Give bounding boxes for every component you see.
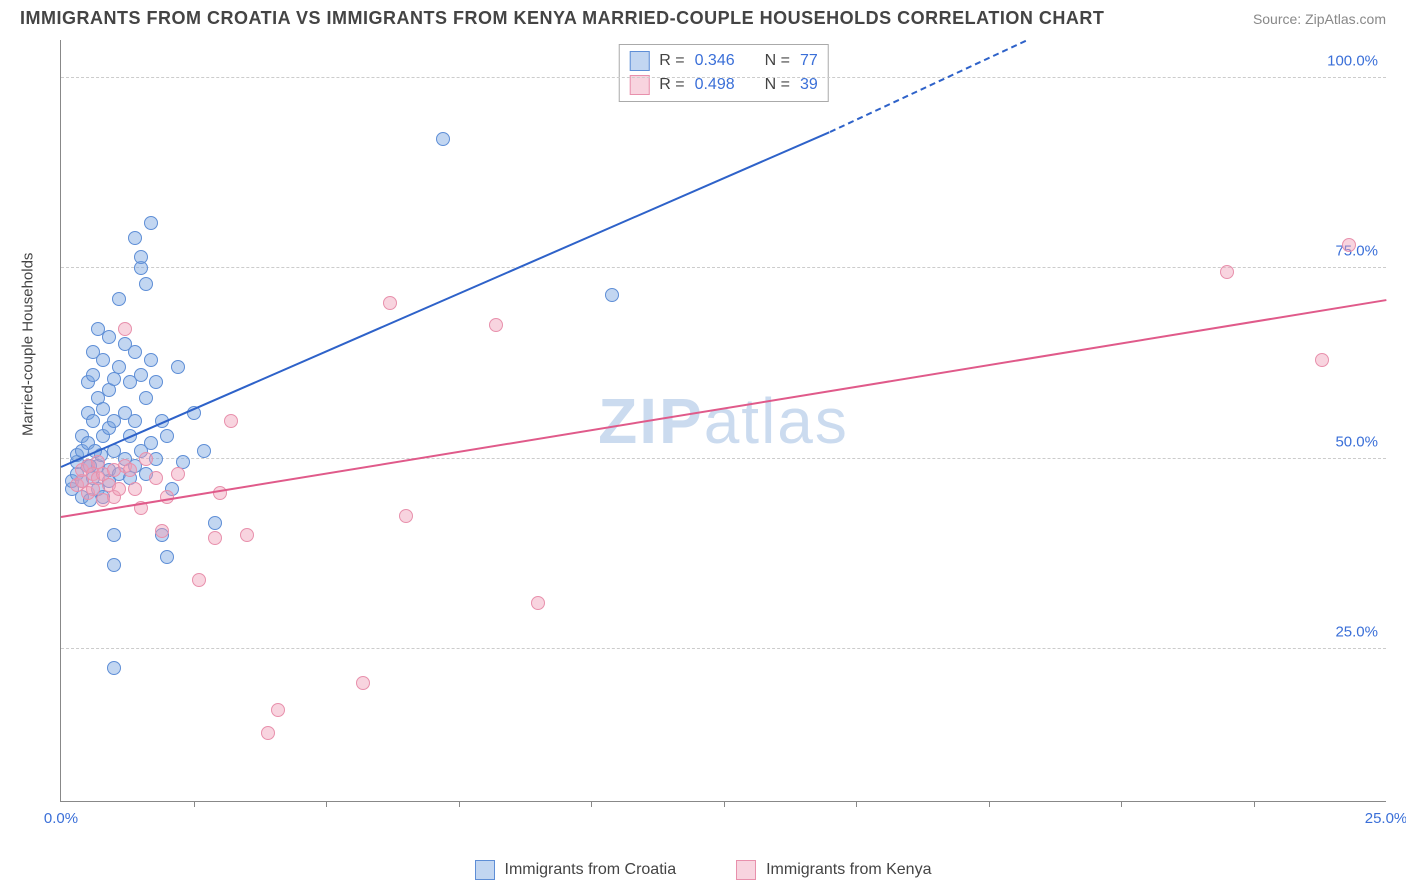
stat-r-value: 0.498 — [695, 76, 735, 94]
x-minor-tick — [989, 801, 990, 807]
x-minor-tick — [1121, 801, 1122, 807]
scatter-point — [128, 482, 142, 496]
scatter-point — [171, 467, 185, 481]
stat-r-label: R = — [659, 76, 684, 94]
scatter-point — [112, 482, 126, 496]
scatter-point — [144, 216, 158, 230]
scatter-point — [118, 322, 132, 336]
x-minor-tick — [1254, 801, 1255, 807]
chart-title: IMMIGRANTS FROM CROATIA VS IMMIGRANTS FR… — [20, 8, 1104, 29]
legend-swatch — [736, 860, 756, 880]
x-minor-tick — [724, 801, 725, 807]
scatter-point — [96, 402, 110, 416]
scatter-point — [123, 463, 137, 477]
legend-item: Immigrants from Croatia — [475, 860, 677, 880]
stats-row: R = 0.346 N = 77 — [629, 49, 818, 73]
legend-label: Immigrants from Kenya — [766, 861, 931, 879]
scatter-point — [134, 368, 148, 382]
scatter-point — [605, 288, 619, 302]
scatter-point — [107, 661, 121, 675]
scatter-point — [128, 414, 142, 428]
scatter-point — [399, 509, 413, 523]
scatter-point — [192, 573, 206, 587]
legend-label: Immigrants from Croatia — [505, 861, 677, 879]
x-tick-label: 25.0% — [1365, 810, 1406, 827]
scatter-point — [107, 558, 121, 572]
trend-line — [61, 299, 1386, 518]
scatter-point — [383, 296, 397, 310]
gridline-h — [61, 458, 1386, 459]
stat-n-value: 39 — [800, 76, 818, 94]
legend-swatch — [475, 860, 495, 880]
y-axis-title: Married-couple Households — [20, 253, 37, 436]
scatter-point — [149, 375, 163, 389]
chart-container: Married-couple Households ZIPatlas R =0.… — [20, 40, 1386, 832]
scatter-point — [102, 330, 116, 344]
x-minor-tick — [194, 801, 195, 807]
stat-r-label: R = — [659, 52, 684, 70]
x-minor-tick — [326, 801, 327, 807]
scatter-point — [139, 452, 153, 466]
watermark-part-b: atlas — [704, 385, 849, 457]
y-tick-label: 100.0% — [1327, 53, 1378, 70]
scatter-point — [128, 231, 142, 245]
scatter-point — [112, 360, 126, 374]
scatter-point — [144, 436, 158, 450]
stats-legend: R = 0.346 N = 77 R = 0.498 N = 39 — [618, 44, 829, 102]
trend-line — [61, 131, 830, 468]
gridline-h — [61, 77, 1386, 78]
scatter-point — [160, 429, 174, 443]
scatter-point — [155, 524, 169, 538]
scatter-point — [86, 368, 100, 382]
y-tick-label: 50.0% — [1335, 433, 1378, 450]
bottom-legend: Immigrants from Croatia Immigrants from K… — [0, 860, 1406, 880]
x-minor-tick — [856, 801, 857, 807]
plot-area: ZIPatlas R =0.346N =77R =0.498N =39 25.0… — [60, 40, 1386, 802]
trend-line — [829, 40, 1026, 133]
scatter-point — [160, 490, 174, 504]
scatter-point — [128, 345, 142, 359]
stat-n-label: N = — [765, 52, 790, 70]
scatter-point — [1315, 353, 1329, 367]
stat-n-label: N = — [765, 76, 790, 94]
scatter-point — [436, 132, 450, 146]
scatter-point — [144, 353, 158, 367]
scatter-point — [160, 550, 174, 564]
gridline-h — [61, 648, 1386, 649]
scatter-point — [240, 528, 254, 542]
scatter-point — [96, 353, 110, 367]
scatter-point — [1342, 238, 1356, 252]
source-attribution: Source: ZipAtlas.com — [1253, 11, 1386, 27]
scatter-point — [489, 318, 503, 332]
scatter-point — [213, 486, 227, 500]
scatter-point — [171, 360, 185, 374]
x-minor-tick — [591, 801, 592, 807]
legend-swatch — [629, 51, 649, 71]
stat-n-value: 77 — [800, 52, 818, 70]
scatter-point — [112, 292, 126, 306]
scatter-point — [224, 414, 238, 428]
scatter-point — [149, 471, 163, 485]
y-tick-label: 25.0% — [1335, 623, 1378, 640]
scatter-point — [261, 726, 275, 740]
scatter-point — [356, 676, 370, 690]
scatter-point — [208, 516, 222, 530]
gridline-h — [61, 267, 1386, 268]
x-minor-tick — [459, 801, 460, 807]
scatter-point — [107, 528, 121, 542]
scatter-point — [208, 531, 222, 545]
scatter-point — [197, 444, 211, 458]
stat-r-value: 0.346 — [695, 52, 735, 70]
scatter-point — [271, 703, 285, 717]
scatter-point — [86, 414, 100, 428]
scatter-point — [139, 277, 153, 291]
scatter-point — [134, 250, 148, 264]
scatter-point — [139, 391, 153, 405]
legend-item: Immigrants from Kenya — [736, 860, 931, 880]
x-tick-label: 0.0% — [44, 810, 78, 827]
scatter-point — [1220, 265, 1234, 279]
scatter-point — [531, 596, 545, 610]
